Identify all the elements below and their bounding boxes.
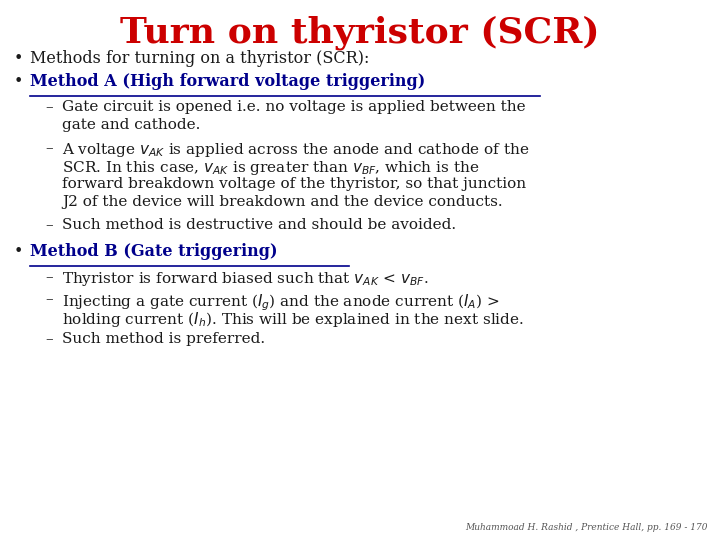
Text: –: –: [45, 100, 53, 114]
Text: •: •: [14, 73, 23, 90]
Text: forward breakdown voltage of the thyristor, so that junction: forward breakdown voltage of the thyrist…: [62, 177, 526, 191]
Text: Thyristor is forward biased such that $v_{AK}$ < $v_{BF}$.: Thyristor is forward biased such that $v…: [62, 270, 428, 288]
Text: SCR. In this case, $v_{AK}$ is greater than $v_{BF}$, which is the: SCR. In this case, $v_{AK}$ is greater t…: [62, 159, 480, 177]
Text: gate and cathode.: gate and cathode.: [62, 118, 200, 132]
Text: Such method is preferred.: Such method is preferred.: [62, 332, 265, 346]
Text: •: •: [14, 243, 23, 260]
Text: –: –: [45, 292, 53, 306]
Text: Such method is destructive and should be avoided.: Such method is destructive and should be…: [62, 218, 456, 232]
Text: –: –: [45, 141, 53, 155]
Text: –: –: [45, 332, 53, 346]
Text: J2 of the device will breakdown and the device conducts.: J2 of the device will breakdown and the …: [62, 195, 503, 209]
Text: Injecting a gate current ($I_g$) and the anode current ($I_A$) >: Injecting a gate current ($I_g$) and the…: [62, 292, 500, 313]
Text: Method B (Gate triggering): Method B (Gate triggering): [30, 243, 277, 260]
Text: Gate circuit is opened i.e. no voltage is applied between the: Gate circuit is opened i.e. no voltage i…: [62, 100, 526, 114]
Text: –: –: [45, 218, 53, 232]
Text: –: –: [45, 270, 53, 284]
Text: Methods for turning on a thyristor (SCR):: Methods for turning on a thyristor (SCR)…: [30, 50, 369, 67]
Text: Turn on thyristor (SCR): Turn on thyristor (SCR): [120, 15, 600, 50]
Text: A voltage $v_{AK}$ is applied across the anode and cathode of the: A voltage $v_{AK}$ is applied across the…: [62, 141, 530, 159]
Text: holding current ($I_h$). This will be explained in the next slide.: holding current ($I_h$). This will be ex…: [62, 310, 524, 329]
Text: •: •: [14, 50, 23, 67]
Text: Method A (High forward voltage triggering): Method A (High forward voltage triggerin…: [30, 73, 426, 90]
Text: Muhammoad H. Rashid , Prentice Hall, pp. 169 - 170: Muhammoad H. Rashid , Prentice Hall, pp.…: [466, 523, 708, 532]
